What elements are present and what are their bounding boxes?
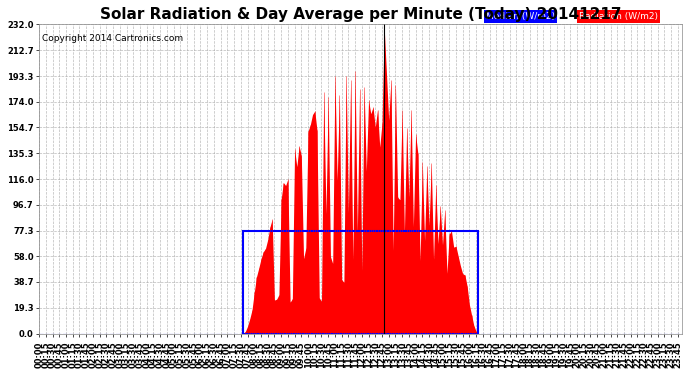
Text: Radiation (W/m2): Radiation (W/m2) [580, 12, 658, 21]
Title: Solar Radiation & Day Average per Minute (Today) 20141217: Solar Radiation & Day Average per Minute… [100, 7, 622, 22]
Text: Median (W/m2): Median (W/m2) [486, 12, 555, 21]
Text: Copyright 2014 Cartronics.com: Copyright 2014 Cartronics.com [42, 34, 184, 43]
Bar [243, 231, 478, 333]
